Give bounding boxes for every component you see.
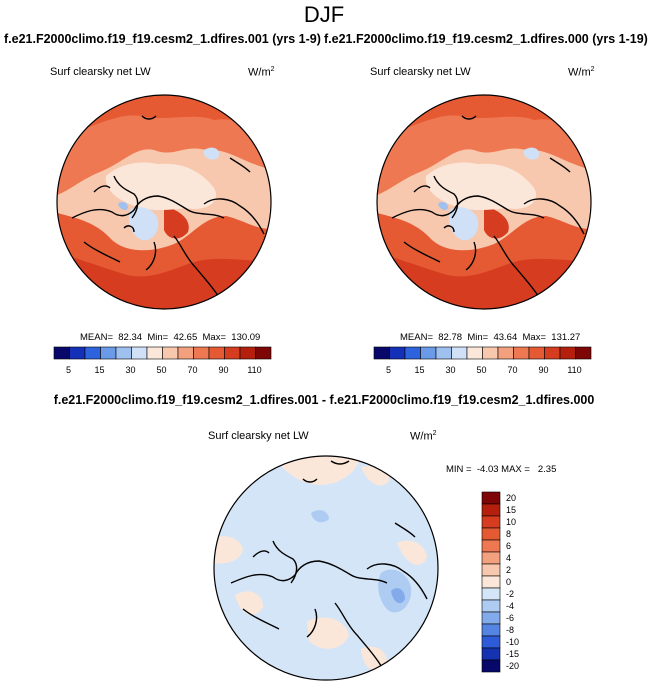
colorbar-swatch: [481, 527, 501, 541]
colorbar-swatch: [481, 539, 501, 553]
colorbar-swatch: [481, 551, 501, 565]
colorbar-tick-label: 15: [506, 505, 516, 515]
colorbar-swatch: [481, 575, 501, 589]
colorbar-right: 51530507090110130: [373, 346, 598, 375]
polar-map-difference: [213, 455, 439, 681]
colorbar-swatch: [193, 346, 210, 360]
colorbar-tick-label: -8: [506, 625, 514, 635]
colorbar-swatch: [100, 346, 117, 360]
colorbar-swatch: [481, 647, 501, 661]
variable-label-right: Surf clearsky net LW: [370, 66, 471, 78]
colorbar-swatch: [451, 346, 468, 360]
colorbar-tick-label: -15: [506, 649, 519, 659]
colorbar-swatch: [435, 346, 452, 360]
colorbar-tick-label: 4: [506, 553, 511, 563]
colorbar-swatch: [481, 599, 501, 613]
colorbar-tick-label: 2: [506, 565, 511, 575]
colorbar-swatch: [239, 346, 256, 360]
colorbar-tick-label: -6: [506, 613, 514, 623]
colorbar-swatch: [544, 346, 561, 360]
colorbar-swatch: [481, 515, 501, 529]
colorbar-swatch: [115, 346, 132, 360]
units-label-right: W/m2: [568, 66, 595, 79]
colorbar-swatch: [420, 346, 437, 360]
colorbar-tick-label: 15: [94, 365, 104, 375]
colorbar-swatch: [481, 587, 501, 601]
colorbar-tick-label: 20: [506, 493, 516, 503]
colorbar-tick-label: -20: [506, 661, 519, 671]
colorbar-swatch: [131, 346, 148, 360]
variable-label-diff: Surf clearsky net LW: [208, 430, 309, 442]
colorbar-swatch: [389, 346, 406, 360]
colorbar-tick-label: 5: [386, 365, 391, 375]
colorbar-tick-label: 30: [445, 365, 455, 375]
colorbar-tick-label: 30: [125, 365, 135, 375]
colorbar-swatch: [208, 346, 225, 360]
colorbar-swatch: [84, 346, 101, 360]
stats-left: MEAN= 82.34 Min= 42.65 Max= 130.09: [80, 332, 261, 343]
colorbar-tick-label: 90: [218, 365, 228, 375]
polar-map-left: [56, 94, 272, 310]
colorbar-left: 51530507090110130: [53, 346, 278, 375]
colorbar-tick-label: 8: [506, 529, 511, 539]
colorbar-swatch: [177, 346, 194, 360]
colorbar-swatch: [146, 346, 163, 360]
colorbar-swatch: [481, 635, 501, 649]
difference-title: f.e21.F2000climo.f19_f19.cesm2_1.dfires.…: [53, 393, 595, 407]
colorbar-swatch: [497, 346, 514, 360]
colorbar-tick-label: 70: [187, 365, 197, 375]
colorbar-tick-label: -10: [506, 637, 519, 647]
colorbar-swatch: [575, 346, 592, 360]
polar-map-right: [376, 94, 592, 310]
colorbar-swatch: [481, 491, 501, 505]
units-label-diff: W/m2: [410, 430, 437, 443]
case-title-right: f.e21.F2000climo.f19_f19.cesm2_1.dfires.…: [324, 32, 648, 46]
colorbar-tick-label: 10: [506, 517, 516, 527]
colorbar-swatch: [162, 346, 179, 360]
colorbar-swatch: [404, 346, 421, 360]
colorbar-swatch: [466, 346, 483, 360]
stats-right: MEAN= 82.78 Min= 43.64 Max= 131.27: [400, 332, 581, 343]
colorbar-swatch: [224, 346, 241, 360]
variable-label-left: Surf clearsky net LW: [50, 66, 151, 78]
colorbar-swatch: [481, 623, 501, 637]
colorbar-swatch: [481, 611, 501, 625]
season-title: DJF: [303, 2, 345, 27]
colorbar-swatch: [481, 659, 501, 673]
colorbar-swatch: [69, 346, 86, 360]
case-title-left: f.e21.F2000climo.f19_f19.cesm2_1.dfires.…: [4, 32, 321, 46]
colorbar-tick-label: 6: [506, 541, 511, 551]
colorbar-tick-label: 5: [66, 365, 71, 375]
colorbar-swatch: [513, 346, 530, 360]
colorbar-swatch: [373, 346, 390, 360]
colorbar-tick-label: 15: [414, 365, 424, 375]
colorbar-tick-label: 50: [156, 365, 166, 375]
colorbar-swatch: [481, 503, 501, 517]
units-label-left: W/m2: [248, 66, 275, 79]
colorbar-tick-label: -4: [506, 601, 514, 611]
colorbar-tick-label: 110: [567, 365, 581, 375]
colorbar-tick-label: 50: [476, 365, 486, 375]
colorbar-tick-label: -2: [506, 589, 514, 599]
colorbar-tick-label: 70: [507, 365, 517, 375]
colorbar-swatch: [255, 346, 272, 360]
colorbar-swatch: [559, 346, 576, 360]
colorbar-tick-label: 90: [538, 365, 548, 375]
colorbar-tick-label: 110: [247, 365, 261, 375]
colorbar-tick-label: 0: [506, 577, 511, 587]
stats-diff: MIN = -4.03 MAX = 2.35: [446, 464, 557, 475]
colorbar-swatch: [482, 346, 499, 360]
colorbar-swatch: [53, 346, 70, 360]
colorbar-swatch: [481, 563, 501, 577]
colorbar-swatch: [528, 346, 545, 360]
